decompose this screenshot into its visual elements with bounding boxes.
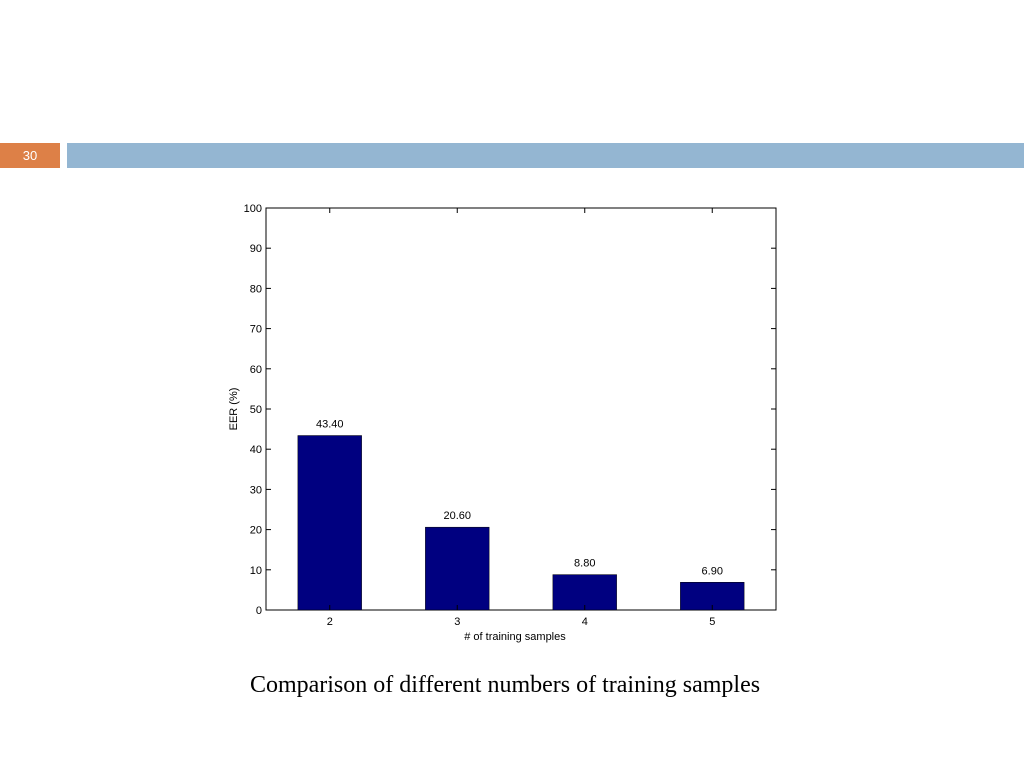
y-tick-label: 90 — [250, 243, 262, 255]
bar — [297, 435, 362, 611]
y-tick-label: 0 — [256, 605, 262, 617]
y-tick-label: 50 — [250, 404, 262, 416]
y-tick-label: 10 — [250, 565, 262, 577]
x-axis-label: # of training samples — [464, 631, 566, 643]
x-tick-label: 2 — [327, 616, 333, 628]
data-label: 43.40 — [316, 419, 344, 431]
y-tick-label: 30 — [250, 484, 262, 496]
x-tick-label: 4 — [582, 616, 588, 628]
bar — [425, 526, 490, 611]
y-tick-label: 80 — [250, 283, 262, 295]
y-tick-label: 60 — [250, 364, 262, 376]
y-tick-label: 70 — [250, 324, 262, 336]
slide-number: 30 — [0, 143, 60, 168]
header-bar — [67, 143, 1024, 168]
x-tick-label: 3 — [454, 616, 460, 628]
bar — [552, 574, 617, 611]
figure-caption: Comparison of different numbers of train… — [249, 672, 761, 698]
data-label: 20.60 — [443, 510, 471, 522]
y-tick-label: 20 — [250, 525, 262, 537]
data-label: 6.90 — [702, 565, 723, 577]
x-tick-label: 5 — [709, 616, 715, 628]
data-label: 8.80 — [574, 558, 595, 570]
y-tick-label: 40 — [250, 444, 262, 456]
y-tick-label: 100 — [244, 203, 262, 215]
y-axis-label: EER (%) — [228, 388, 240, 431]
